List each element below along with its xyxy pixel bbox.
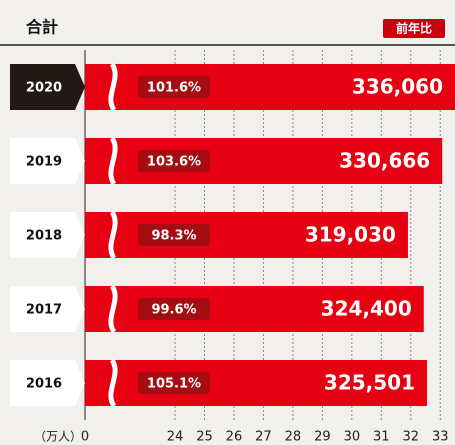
y-tick-label: 2019 — [26, 155, 62, 170]
badge: 前年比 — [396, 21, 432, 36]
x-tick-label: 24 — [167, 430, 184, 445]
axis-break — [108, 210, 118, 260]
value-label: 325,501 — [324, 371, 415, 395]
chart-title: 合計 — [26, 18, 58, 37]
badge-box — [383, 19, 445, 38]
ratio-label: 98.3% — [151, 229, 196, 244]
x-tick-label: 26 — [226, 430, 243, 445]
ratio-box — [138, 224, 210, 246]
ratio-box — [138, 298, 210, 320]
axis-break — [108, 62, 118, 112]
y-tick-label: 2018 — [26, 229, 62, 244]
x-tick-label: 0 — [81, 430, 89, 445]
ratio-label: 101.6% — [147, 81, 201, 96]
value-label: 336,060 — [352, 75, 443, 99]
x-tick-label: 29 — [314, 430, 331, 445]
x-tick-label: 25 — [196, 430, 213, 445]
axis-break — [108, 358, 118, 408]
axis-break — [108, 136, 118, 186]
x-tick-label: 27 — [255, 430, 272, 445]
year-box — [10, 64, 85, 110]
x-tick-label: 32 — [403, 430, 420, 445]
year-box — [10, 286, 85, 332]
y-tick-label: 2016 — [26, 377, 62, 392]
ratio-label: 103.6% — [147, 155, 201, 170]
y-tick-label: 2020 — [26, 81, 62, 96]
year-box — [10, 138, 85, 184]
value-label: 319,030 — [305, 223, 396, 247]
axis-break — [108, 284, 118, 334]
x-tick-label: 28 — [285, 430, 302, 445]
year-box — [10, 360, 85, 406]
x-tick-label: 31 — [373, 430, 390, 445]
year-box — [10, 212, 85, 258]
value-label: 330,666 — [339, 149, 430, 173]
x-tick-label: 30 — [344, 430, 361, 445]
ratio-box — [138, 76, 210, 98]
x-tick-label: 33 — [432, 430, 449, 445]
value-label: 324,400 — [321, 297, 412, 321]
y-tick-label: 2017 — [26, 303, 62, 318]
ratio-box — [138, 150, 210, 172]
ratio-label: 99.6% — [151, 303, 196, 318]
x-axis-label: （万人） — [34, 430, 82, 444]
ratio-box — [138, 372, 210, 394]
ratio-label: 105.1% — [147, 377, 201, 392]
